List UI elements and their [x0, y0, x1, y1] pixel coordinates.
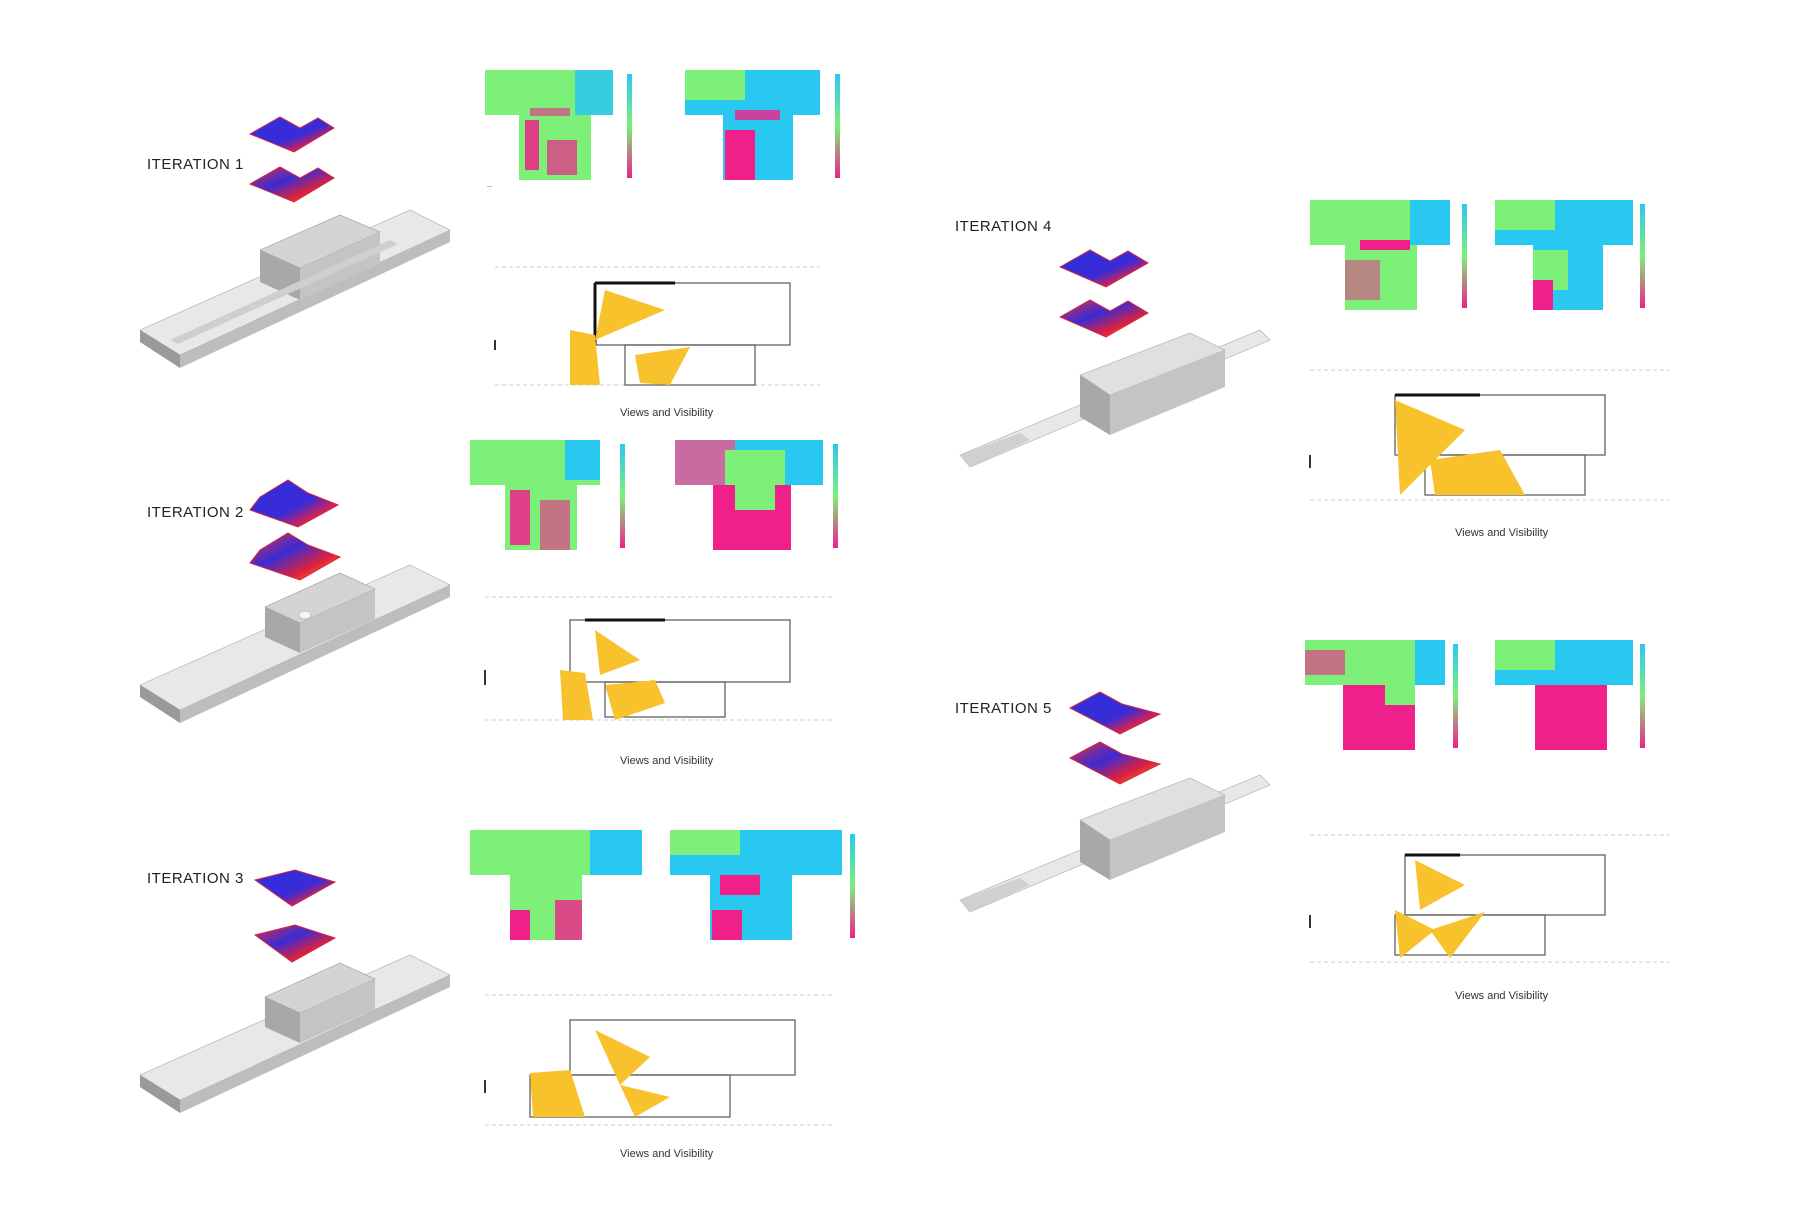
massing-model-icon: [140, 190, 450, 370]
analysis-map-icon: [470, 830, 640, 945]
massing-model-icon: [960, 325, 1270, 475]
view-caption: Views and Visibility: [620, 407, 713, 419]
map-label: —: [487, 184, 492, 190]
iteration-title: ITERATION 3: [147, 870, 244, 887]
analysis-map-icon: [685, 70, 855, 185]
iteration-title: ITERATION 1: [147, 156, 244, 173]
analysis-map-icon: [675, 440, 845, 555]
iteration-title: ITERATION 2: [147, 504, 244, 521]
massing-model-icon: [140, 935, 450, 1115]
analysis-map-icon: [1495, 200, 1655, 315]
analysis-map-icon: [485, 70, 645, 185]
floorplan-icon: [475, 585, 845, 735]
iteration-title: ITERATION 4: [955, 218, 1052, 235]
view-caption: Views and Visibility: [1455, 990, 1548, 1002]
massing-model-icon: [140, 545, 450, 725]
analysis-map-icon: [1305, 640, 1465, 755]
analysis-map-icon: [470, 440, 635, 555]
iteration-title: ITERATION 5: [955, 700, 1052, 717]
floorplan-icon: [1300, 365, 1680, 515]
floorplan-icon: [475, 985, 845, 1135]
floorplan-icon: [1300, 830, 1680, 980]
analysis-map-icon: [1310, 200, 1470, 315]
massing-model-icon: [960, 770, 1270, 920]
analysis-map-icon: [1495, 640, 1655, 755]
view-caption: Views and Visibility: [620, 1148, 713, 1160]
analysis-map-icon: [670, 830, 860, 945]
view-caption: Views and Visibility: [620, 755, 713, 767]
floorplan-icon: [475, 255, 840, 405]
view-caption: Views and Visibility: [1455, 527, 1548, 539]
